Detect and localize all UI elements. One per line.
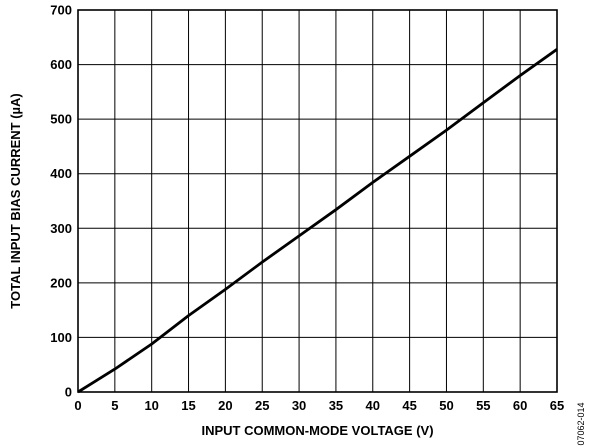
y-tick-label: 200 xyxy=(50,275,72,290)
x-tick-label: 65 xyxy=(550,398,564,413)
x-tick-label: 50 xyxy=(439,398,453,413)
y-tick-labels: 0 100 200 300 400 500 600 700 xyxy=(50,3,72,400)
y-tick-label: 600 xyxy=(50,57,72,72)
y-tick-label: 500 xyxy=(50,112,72,127)
series-line xyxy=(77,48,558,394)
figure-id: 07062-014 xyxy=(576,402,586,445)
x-tick-label: 15 xyxy=(181,398,195,413)
y-tick-label: 300 xyxy=(50,221,72,236)
y-tick-label: 700 xyxy=(50,3,72,18)
y-tick-label: 400 xyxy=(50,166,72,181)
x-tick-label: 60 xyxy=(513,398,527,413)
grid xyxy=(78,10,557,392)
y-tick-label: 0 xyxy=(65,385,72,400)
x-tick-label: 35 xyxy=(329,398,343,413)
x-tick-labels: 0 5 10 15 20 25 30 35 40 45 50 55 60 65 xyxy=(74,398,564,413)
x-tick-label: 45 xyxy=(402,398,416,413)
series-layer xyxy=(77,48,558,394)
x-tick-label: 10 xyxy=(144,398,158,413)
y-tick-label: 100 xyxy=(50,330,72,345)
y-axis-label: TOTAL INPUT BIAS CURRENT (µA) xyxy=(8,93,23,308)
x-tick-label: 5 xyxy=(111,398,118,413)
x-tick-label: 0 xyxy=(74,398,81,413)
x-tick-label: 55 xyxy=(476,398,490,413)
x-axis-label: INPUT COMMON-MODE VOLTAGE (V) xyxy=(201,423,433,438)
plot-area-frame xyxy=(77,9,558,393)
x-tick-label: 25 xyxy=(255,398,269,413)
x-tick-label: 20 xyxy=(218,398,232,413)
x-tick-label: 30 xyxy=(292,398,306,413)
x-tick-label: 40 xyxy=(366,398,380,413)
